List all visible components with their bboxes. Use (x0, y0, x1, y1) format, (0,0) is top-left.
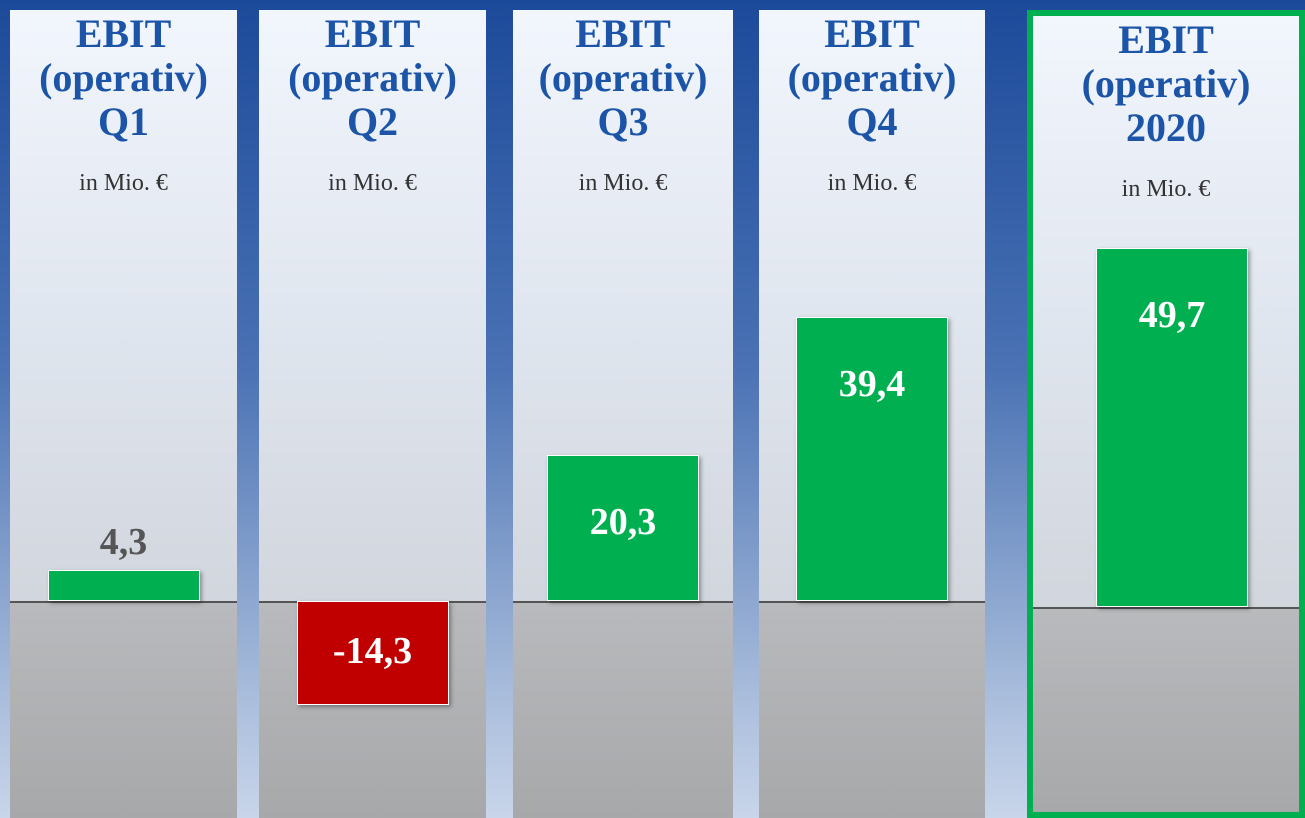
panel: 49,7 EBIT (operativ) 2020 in Mio. € (1027, 10, 1305, 818)
value-label: 49,7 (1138, 294, 1206, 337)
panel: 20,3 EBIT (operativ) Q3 in Mio. € (513, 10, 733, 818)
panel-title: EBIT (operativ) Q4 (787, 11, 957, 144)
panel-subtitle: in Mio. € (578, 170, 668, 196)
bar (1096, 248, 1248, 608)
baseline-area (1033, 607, 1299, 812)
panel-subtitle: in Mio. € (1121, 176, 1211, 202)
baseline-area (759, 601, 985, 818)
bar (547, 454, 699, 602)
panel-title: EBIT (operativ) 2020 (1081, 17, 1251, 150)
bar (47, 570, 200, 602)
value-label: 39,4 (838, 362, 906, 405)
panel-subtitle: in Mio. € (328, 170, 417, 196)
panel-subtitle: in Mio. € (79, 170, 168, 196)
panel: 4,3 EBIT (operativ) Q1 in Mio. € (10, 10, 237, 818)
panel-title: EBIT (operativ) Q1 (39, 11, 208, 144)
panel-title: EBIT (operativ) Q3 (538, 11, 708, 144)
value-label: 4,3 (99, 521, 148, 564)
value-label: 20,3 (589, 500, 657, 543)
value-label: -14,3 (332, 630, 413, 673)
panel-subtitle: in Mio. € (827, 170, 917, 196)
bar (796, 316, 948, 602)
panel: 39,4 EBIT (operativ) Q4 in Mio. € (759, 10, 985, 818)
panel-title: EBIT (operativ) Q2 (288, 11, 457, 144)
panel: -14,3 EBIT (operativ) Q2 in Mio. € (259, 10, 486, 818)
baseline-area (10, 601, 237, 818)
baseline-area (513, 601, 733, 818)
bar (296, 601, 449, 705)
